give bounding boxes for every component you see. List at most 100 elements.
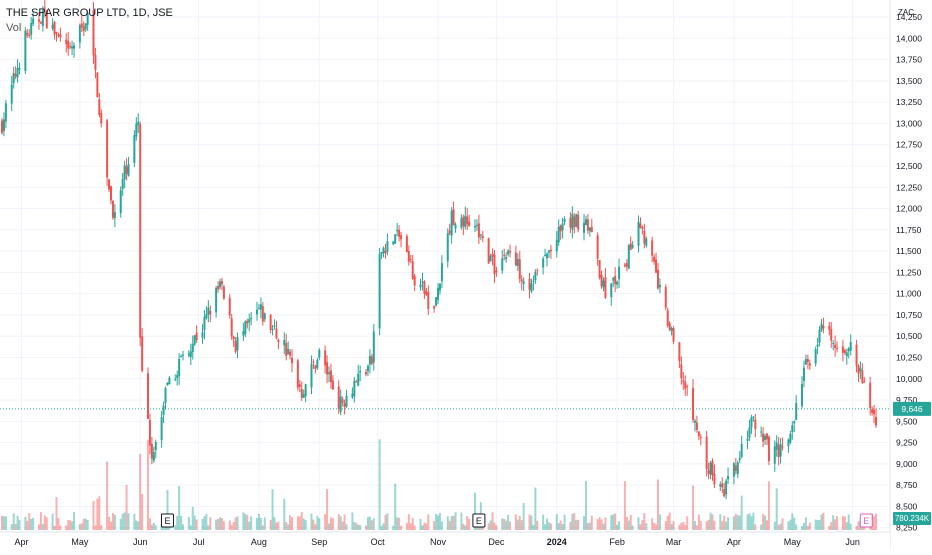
candle-body xyxy=(454,224,457,229)
volume-bar xyxy=(110,521,113,530)
volume-bar xyxy=(577,519,580,530)
volume-bar xyxy=(765,520,768,530)
candle-body xyxy=(273,325,276,327)
candle-body xyxy=(372,331,375,363)
volume-bar xyxy=(250,516,253,530)
candle-body xyxy=(814,349,817,364)
volume-bar xyxy=(468,518,471,530)
volume-bar xyxy=(248,521,251,530)
earnings-marker[interactable]: E xyxy=(160,513,174,528)
candle-body xyxy=(30,22,33,35)
candle-body xyxy=(474,225,477,228)
candle-body xyxy=(261,306,264,322)
volume-bar xyxy=(314,524,317,530)
volume-bar xyxy=(166,489,169,530)
earnings-marker[interactable]: E xyxy=(859,513,873,528)
price-tick-label: 12,500 xyxy=(896,161,922,171)
candle-body xyxy=(59,34,62,38)
volume-bar xyxy=(96,498,99,530)
candle-body xyxy=(427,292,430,309)
volume-bar xyxy=(686,516,689,530)
time-tick-label: 2024 xyxy=(547,537,567,547)
volume-bar xyxy=(806,525,809,530)
volume-bar xyxy=(146,439,149,530)
volume-bar xyxy=(653,523,656,530)
candle-body xyxy=(791,425,794,433)
volume-bar xyxy=(843,516,846,530)
candle-body xyxy=(682,380,685,383)
candle-body xyxy=(345,395,348,407)
volume-bar xyxy=(684,525,687,530)
candle-body xyxy=(94,54,97,70)
volume-bar xyxy=(639,524,642,530)
candle-body xyxy=(645,238,648,246)
candle-body xyxy=(353,380,356,397)
candle-body xyxy=(146,373,149,419)
price-tick-label: 10,750 xyxy=(896,310,922,320)
candle-body xyxy=(57,34,60,36)
candle-body xyxy=(248,319,251,323)
volume-bar xyxy=(318,518,321,530)
candle-body xyxy=(135,123,138,137)
candle-body xyxy=(859,368,862,372)
candle-body xyxy=(493,254,496,274)
candle-body xyxy=(637,221,640,246)
candle-body xyxy=(28,34,31,36)
candle-body xyxy=(534,272,537,280)
candle-body xyxy=(195,332,198,341)
volume-bar xyxy=(773,521,776,530)
candle-body xyxy=(187,353,190,356)
candle-body xyxy=(189,351,192,357)
candle-body xyxy=(793,421,796,424)
volume-bar xyxy=(217,519,220,530)
candle-body xyxy=(98,99,101,115)
volume-bar xyxy=(433,520,436,530)
candle-body xyxy=(316,360,319,368)
volume-bar xyxy=(789,519,792,530)
volume-bar xyxy=(474,492,477,530)
candle-body xyxy=(127,164,130,176)
candle-body xyxy=(489,255,492,262)
candle-body xyxy=(627,244,630,269)
volume-bar xyxy=(141,494,144,530)
candle-body xyxy=(505,256,508,260)
volume-bar xyxy=(189,525,192,530)
candle-body xyxy=(495,270,498,273)
volume-bar xyxy=(14,523,17,530)
volume-bar xyxy=(695,525,698,530)
volume-bar xyxy=(514,514,517,530)
candle-body xyxy=(440,263,443,282)
volume-bar xyxy=(795,524,798,530)
volume-bar xyxy=(532,525,535,530)
volume-bar xyxy=(1,515,3,530)
earnings-marker-label: E xyxy=(164,516,170,526)
price-tick-label: 9,000 xyxy=(896,459,918,469)
volume-bar xyxy=(828,525,831,530)
candle-body xyxy=(71,46,74,49)
volume-bar xyxy=(534,487,537,530)
volume-bar xyxy=(693,520,696,530)
candle-body xyxy=(762,433,765,442)
volume-bar xyxy=(353,522,356,530)
volume-bar xyxy=(269,519,272,530)
volume-bar xyxy=(503,519,506,530)
candle-body xyxy=(386,241,389,252)
volume-indicator-label[interactable]: Vol xyxy=(6,22,22,34)
candle-body xyxy=(653,256,656,262)
time-axis[interactable]: Apr May Jun Jul Aug Sep Oct Nov Dec 2024 Feb Mar Apr… xyxy=(0,531,890,550)
volume-bar xyxy=(509,521,512,530)
volume-bar xyxy=(94,525,97,530)
candle-body xyxy=(764,435,767,440)
symbol-title[interactable]: THE SPAR GROUP LTD, 1D, JSE xyxy=(6,7,173,19)
volume-bar xyxy=(610,515,613,530)
volume-bar xyxy=(316,515,319,530)
candle-body xyxy=(80,23,83,28)
candle-body xyxy=(400,235,403,240)
earnings-marker[interactable]: E xyxy=(472,513,486,528)
volume-bar xyxy=(655,524,658,530)
time-tick-label: Oct xyxy=(371,537,386,547)
candle-body xyxy=(849,342,852,351)
